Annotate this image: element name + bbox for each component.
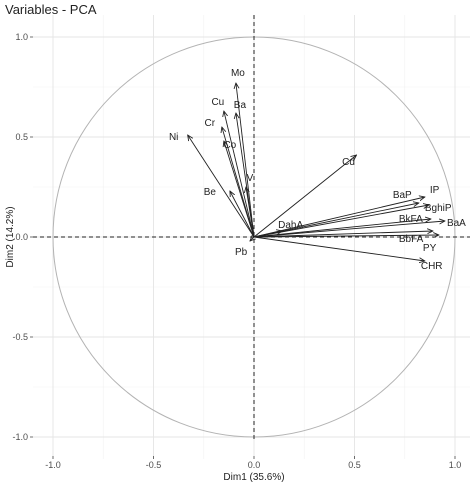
label-ip: IP [430,185,440,196]
y-tick-label: 0.0 [15,232,28,242]
y-tick-label: -1.0 [12,432,28,442]
x-axis-label: Dim1 (35.6%) [223,472,284,483]
label-cu: Cu [211,97,224,108]
y-tick-label: 1.0 [15,32,28,42]
axis-ticks: -1.0 -0.5 0.0 0.5 1.0 -1.0 -0.5 0.0 0.5 1.0 [12,32,461,470]
arrow-cd [253,155,357,238]
label-bbfa: BbFA [399,234,424,245]
arrow-co [224,141,255,238]
x-tick-label: 0.0 [248,460,261,470]
label-pb: Pb [235,247,248,258]
arrow-bkfa [253,219,431,238]
label-ba: Ba [234,100,247,111]
variable-arrows [188,83,445,261]
label-daha: DahA [278,220,303,231]
label-bap: BaP [393,190,412,201]
label-bghip: BghiP [425,203,452,214]
arrow-ni [188,135,255,238]
arrow-be [230,191,255,238]
label-cr: Cr [205,118,216,129]
label-co: Co [223,140,236,151]
label-mo: Mo [231,68,245,79]
arrow-cu [224,111,255,238]
label-ni: Ni [169,132,178,143]
arrow-pb [250,237,254,241]
x-tick-label: 1.0 [449,460,462,470]
label-v: V [247,173,254,184]
arrow-chr [253,236,425,261]
label-cd: Cd [342,157,355,168]
arrow-daha [253,231,282,238]
x-tick-label: -0.5 [146,460,162,470]
label-py: PY [423,243,437,254]
x-tick-label: 0.5 [348,460,361,470]
label-be: Be [204,187,217,198]
arrow-mo [236,83,255,238]
arrow-v [246,187,255,238]
y-tick-label: 0.5 [15,132,28,142]
y-axis-label: Dim2 (14.2%) [5,206,16,267]
y-tick-label: -0.5 [12,332,28,342]
label-chr: CHR [421,261,443,272]
arrow-baa [253,221,445,238]
x-tick-label: -1.0 [45,460,61,470]
chart-title: Variables - PCA [5,2,97,17]
label-bkfa: BkFA [399,214,423,225]
arrow-bbfa [253,231,433,238]
arrow-py [253,235,439,237]
label-baa: BaA [447,218,466,229]
